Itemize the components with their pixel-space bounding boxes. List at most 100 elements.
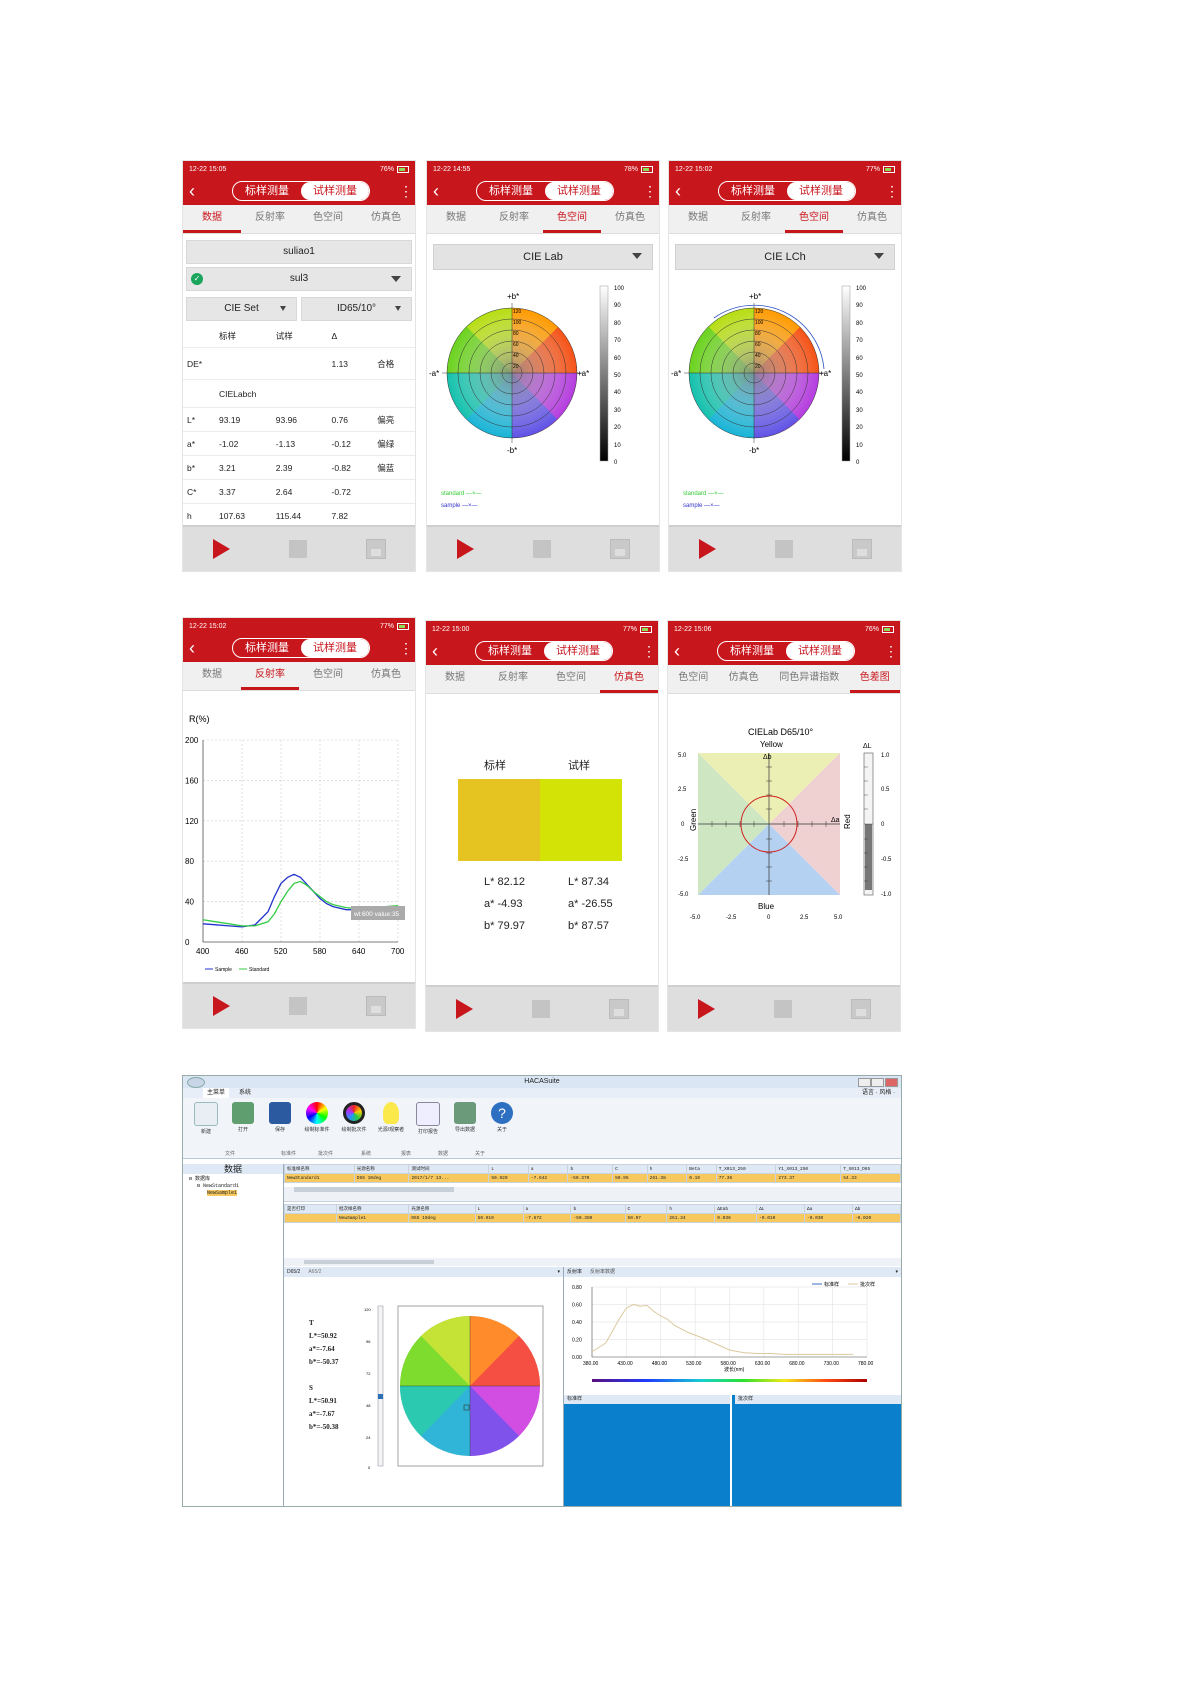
more-menu-icon[interactable]: ⋮ [399, 639, 413, 656]
stop-icon[interactable] [288, 540, 307, 558]
tab-reflectance[interactable]: 反射率 [499, 212, 529, 223]
tab-reflectance[interactable]: 反射率 [255, 212, 285, 223]
tab-reflectance-data[interactable]: 反射率数据 [590, 1269, 616, 1275]
tab-simulated-color[interactable]: 仿真色 [615, 212, 645, 223]
tab-color-space[interactable]: 色空间 [785, 205, 843, 233]
dropdown-arrow-icon[interactable]: ▾ [557, 1269, 560, 1275]
stop-icon[interactable] [288, 997, 307, 1015]
more-menu-icon[interactable]: ⋮ [643, 182, 657, 199]
stop-icon[interactable] [531, 1000, 550, 1018]
menu-system[interactable]: 系统 [239, 1090, 252, 1096]
play-icon[interactable] [212, 539, 230, 559]
tab-metamerism-index[interactable]: 同色异谱指数 [779, 672, 840, 683]
menu-main[interactable]: 主菜单 [203, 1088, 230, 1098]
new-button[interactable]: 新建 [189, 1102, 223, 1135]
save-button[interactable]: 保存 [263, 1102, 297, 1133]
standard-measure-tab[interactable]: 标样测量 [730, 645, 774, 657]
standard-measure-tab[interactable]: 标样测量 [731, 185, 775, 197]
standard-measure-tab[interactable]: 标样测量 [489, 185, 533, 197]
tab-simulated-color[interactable]: 仿真色 [728, 672, 759, 683]
tab-reflectance[interactable]: 反射率 [241, 662, 299, 690]
color-space-select[interactable]: CIE Lab [433, 244, 653, 270]
play-icon[interactable] [698, 539, 716, 559]
grid-scrollbar[interactable] [284, 1258, 901, 1266]
play-icon[interactable] [697, 999, 715, 1019]
stop-icon[interactable] [532, 540, 551, 558]
back-arrow-icon[interactable]: ‹ [433, 181, 439, 201]
tab-color-space[interactable]: 色空间 [556, 672, 586, 683]
stop-icon[interactable] [774, 540, 793, 558]
trial-measure-tab[interactable]: 试样测量 [301, 182, 369, 200]
tab-data[interactable]: 数据 [446, 212, 466, 223]
app-orb-icon[interactable] [187, 1077, 205, 1088]
save-icon[interactable] [365, 539, 386, 559]
draw-standard-button[interactable]: 绘制标准件 [300, 1102, 334, 1133]
tab-color-space[interactable]: 色空间 [313, 212, 343, 223]
play-icon[interactable] [456, 539, 474, 559]
tab-data[interactable]: 数据 [688, 212, 708, 223]
play-icon[interactable] [455, 999, 473, 1019]
standard-measure-tab[interactable]: 标样测量 [488, 645, 532, 657]
tab-a65-2[interactable]: A65/2 [308, 1269, 322, 1275]
back-arrow-icon[interactable]: ‹ [189, 638, 195, 658]
tab-d65-2[interactable]: D65/2 [287, 1269, 301, 1275]
minimize-icon[interactable] [858, 1078, 871, 1087]
tab-color-space[interactable]: 色空间 [543, 205, 601, 233]
trial-measure-tab[interactable]: 试样测量 [545, 182, 613, 200]
tab-simulated-color[interactable]: 仿真色 [857, 212, 887, 223]
tab-reflectance[interactable]: 反射率 [567, 1269, 583, 1275]
save-icon[interactable] [365, 996, 386, 1016]
tab-simulated-color[interactable]: 仿真色 [371, 669, 401, 680]
color-space-select[interactable]: CIE LCh [675, 244, 895, 270]
more-menu-icon[interactable]: ⋮ [884, 642, 898, 659]
trial-measure-tab[interactable]: 试样测量 [786, 642, 854, 660]
back-arrow-icon[interactable]: ‹ [432, 641, 438, 661]
close-icon[interactable] [885, 1078, 898, 1087]
tab-color-space[interactable]: 色空间 [678, 672, 709, 683]
tab-reflectance[interactable]: 反射率 [498, 672, 528, 683]
back-arrow-icon[interactable]: ‹ [674, 641, 680, 661]
measure-mode-toggle[interactable]: 标样测量 试样测量 [232, 638, 370, 658]
export-data-button[interactable]: 导出数据 [448, 1102, 482, 1133]
light-source-button[interactable]: 光源/观察者 [374, 1102, 408, 1133]
tree-node-sample[interactable]: NewSample1 [207, 1190, 238, 1196]
tab-color-difference[interactable]: 色差图 [849, 665, 900, 693]
tab-data[interactable]: 数据 [183, 205, 241, 233]
save-icon[interactable] [609, 539, 630, 559]
stop-icon[interactable] [773, 1000, 792, 1018]
standard-measure-tab[interactable]: 标样测量 [245, 185, 289, 197]
draw-batch-button[interactable]: 绘制批次件 [337, 1102, 371, 1133]
open-button[interactable]: 打开 [226, 1102, 260, 1133]
tab-data[interactable]: 数据 [202, 669, 222, 680]
trial-measure-tab[interactable]: 试样测量 [787, 182, 855, 200]
measure-mode-toggle[interactable]: 标样测量 试样测量 [232, 181, 370, 201]
tree-node-standard[interactable]: ⊟ NewStandard1 [197, 1183, 240, 1189]
tab-simulated-color[interactable]: 仿真色 [371, 212, 401, 223]
tab-color-space[interactable]: 色空间 [313, 669, 343, 680]
maximize-icon[interactable] [871, 1078, 884, 1087]
about-button[interactable]: ? 关于 [485, 1102, 519, 1133]
measure-mode-toggle[interactable]: 标样测量 试样测量 [475, 641, 613, 661]
standard-measure-tab[interactable]: 标样测量 [245, 642, 289, 654]
play-icon[interactable] [212, 996, 230, 1016]
save-icon[interactable] [608, 999, 629, 1019]
sample-select[interactable]: ✓ sul3 [186, 267, 412, 291]
tab-reflectance[interactable]: 反射率 [741, 212, 771, 223]
standard-grid-row[interactable]: NewStandard1 D65 10deg 2017/1/7 13... 50.92… [284, 1173, 901, 1183]
cie-set-select[interactable]: CIE Set [186, 297, 297, 321]
save-icon[interactable] [850, 999, 871, 1019]
save-icon[interactable] [851, 539, 872, 559]
trial-measure-tab[interactable]: 试样测量 [301, 639, 369, 657]
more-menu-icon[interactable]: ⋮ [399, 182, 413, 199]
back-arrow-icon[interactable]: ‹ [189, 181, 195, 201]
grid-scrollbar[interactable] [284, 1187, 901, 1202]
tree-node-database[interactable]: ⊟ 数据库 [189, 1176, 211, 1182]
standard-name-field[interactable]: suliao1 [186, 240, 412, 264]
tab-simulated-color[interactable]: 仿真色 [600, 665, 658, 693]
dropdown-arrow-icon[interactable]: ▾ [895, 1269, 898, 1275]
measure-mode-toggle[interactable]: 标样测量 试样测量 [717, 641, 855, 661]
back-arrow-icon[interactable]: ‹ [675, 181, 681, 201]
language-style-menu[interactable]: 语言 · 风格 · [862, 1090, 895, 1096]
tab-data[interactable]: 数据 [445, 672, 465, 683]
more-menu-icon[interactable]: ⋮ [642, 642, 656, 659]
